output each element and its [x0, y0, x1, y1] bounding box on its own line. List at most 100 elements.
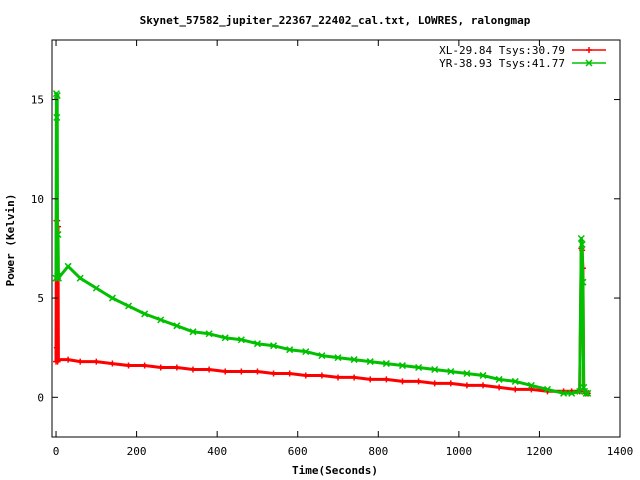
data-point: [367, 376, 374, 383]
x-tick-label: 1000: [446, 445, 473, 458]
data-point: [415, 378, 422, 385]
x-axis-label: Time(Seconds): [292, 464, 378, 477]
data-point: [221, 334, 229, 342]
data-point: [54, 230, 62, 239]
data-point: [578, 240, 586, 248]
data-point: [76, 274, 84, 282]
data-point: [173, 364, 180, 371]
data-point: [568, 389, 576, 397]
data-point: [54, 272, 62, 280]
series-line: [54, 219, 588, 395]
data-point: [463, 382, 470, 389]
data-point: [582, 389, 590, 397]
x-tick-label: 600: [288, 445, 308, 458]
data-point: [173, 322, 181, 330]
data-point: [560, 389, 568, 397]
data-point: [302, 372, 309, 379]
legend-label: YR-38.93 Tsys:41.77: [439, 57, 565, 70]
data-point: [141, 362, 148, 369]
data-point: [431, 380, 438, 387]
legend-marker: [586, 47, 592, 53]
data-point: [318, 372, 325, 379]
data-point: [206, 366, 213, 373]
y-tick-label: 5: [37, 292, 44, 305]
data-point: [495, 375, 503, 383]
data-point: [286, 346, 294, 354]
data-point: [52, 90, 60, 98]
data-point: [431, 365, 439, 374]
data-point: [55, 356, 62, 363]
data-point: [253, 340, 261, 348]
data-point: [334, 354, 342, 362]
data-point: [125, 302, 133, 310]
data-point: [157, 364, 164, 371]
data-point: [54, 274, 62, 282]
data-point: [447, 380, 454, 387]
data-point: [92, 284, 100, 292]
data-point: [350, 356, 358, 364]
data-point: [64, 262, 72, 270]
x-tick-label: 1200: [526, 445, 553, 458]
plot-frame: [51, 39, 621, 438]
data-point: [222, 368, 229, 375]
data-point: [237, 336, 245, 344]
data-point: [108, 294, 116, 302]
chart-title: Skynet_57582_jupiter_22367_22402_cal.txt…: [140, 14, 531, 27]
data-point: [93, 358, 100, 365]
x-tick-label: 200: [127, 445, 147, 458]
data-point: [238, 368, 245, 375]
data-point: [496, 384, 503, 391]
data-point: [77, 358, 84, 365]
data-point: [65, 356, 72, 363]
data-point: [528, 386, 535, 393]
data-point: [286, 370, 293, 377]
data-point: [511, 377, 519, 385]
data-point: [189, 328, 197, 336]
data-point: [205, 330, 213, 338]
data-point: [543, 385, 552, 393]
data-point: [584, 389, 592, 397]
data-point: [109, 360, 116, 367]
series-2: [52, 90, 592, 397]
data-point: [447, 367, 455, 376]
data-point: [399, 378, 406, 385]
data-point: [157, 316, 165, 324]
data-point: [335, 374, 342, 381]
data-point: [351, 374, 358, 381]
data-point: [318, 352, 326, 360]
data-point: [270, 342, 278, 350]
y-tick-label: 0: [37, 391, 44, 404]
legend-label: XL-29.84 Tsys:30.79: [439, 44, 565, 57]
y-tick-label: 15: [31, 94, 44, 107]
data-point: [125, 362, 132, 369]
data-point: [383, 376, 390, 383]
data-point: [463, 369, 471, 378]
data-point: [480, 382, 487, 389]
x-tick-label: 1400: [607, 445, 634, 458]
data-point: [141, 310, 149, 318]
data-point: [53, 113, 61, 121]
data-point: [479, 371, 487, 379]
data-point: [254, 368, 261, 375]
data-point: [366, 358, 374, 366]
x-tick-label: 800: [368, 445, 388, 458]
plot-area: [52, 90, 592, 397]
legend-marker: [585, 59, 593, 67]
data-point: [577, 234, 585, 243]
data-point: [579, 278, 587, 286]
axes: 0 200 400 600 800 1000 1200 1400 0 5 10 15: [31, 39, 634, 458]
data-point: [53, 344, 60, 351]
data-point: [512, 386, 519, 393]
data-point: [527, 381, 535, 389]
data-point: [53, 92, 61, 100]
x-tick-label: 400: [207, 445, 227, 458]
data-point: [382, 360, 390, 368]
x-tick-label: 0: [53, 445, 60, 458]
series-line: [54, 92, 588, 395]
y-tick-label: 10: [31, 193, 44, 206]
data-point: [398, 362, 406, 370]
data-point: [270, 370, 277, 377]
data-point: [415, 363, 423, 372]
